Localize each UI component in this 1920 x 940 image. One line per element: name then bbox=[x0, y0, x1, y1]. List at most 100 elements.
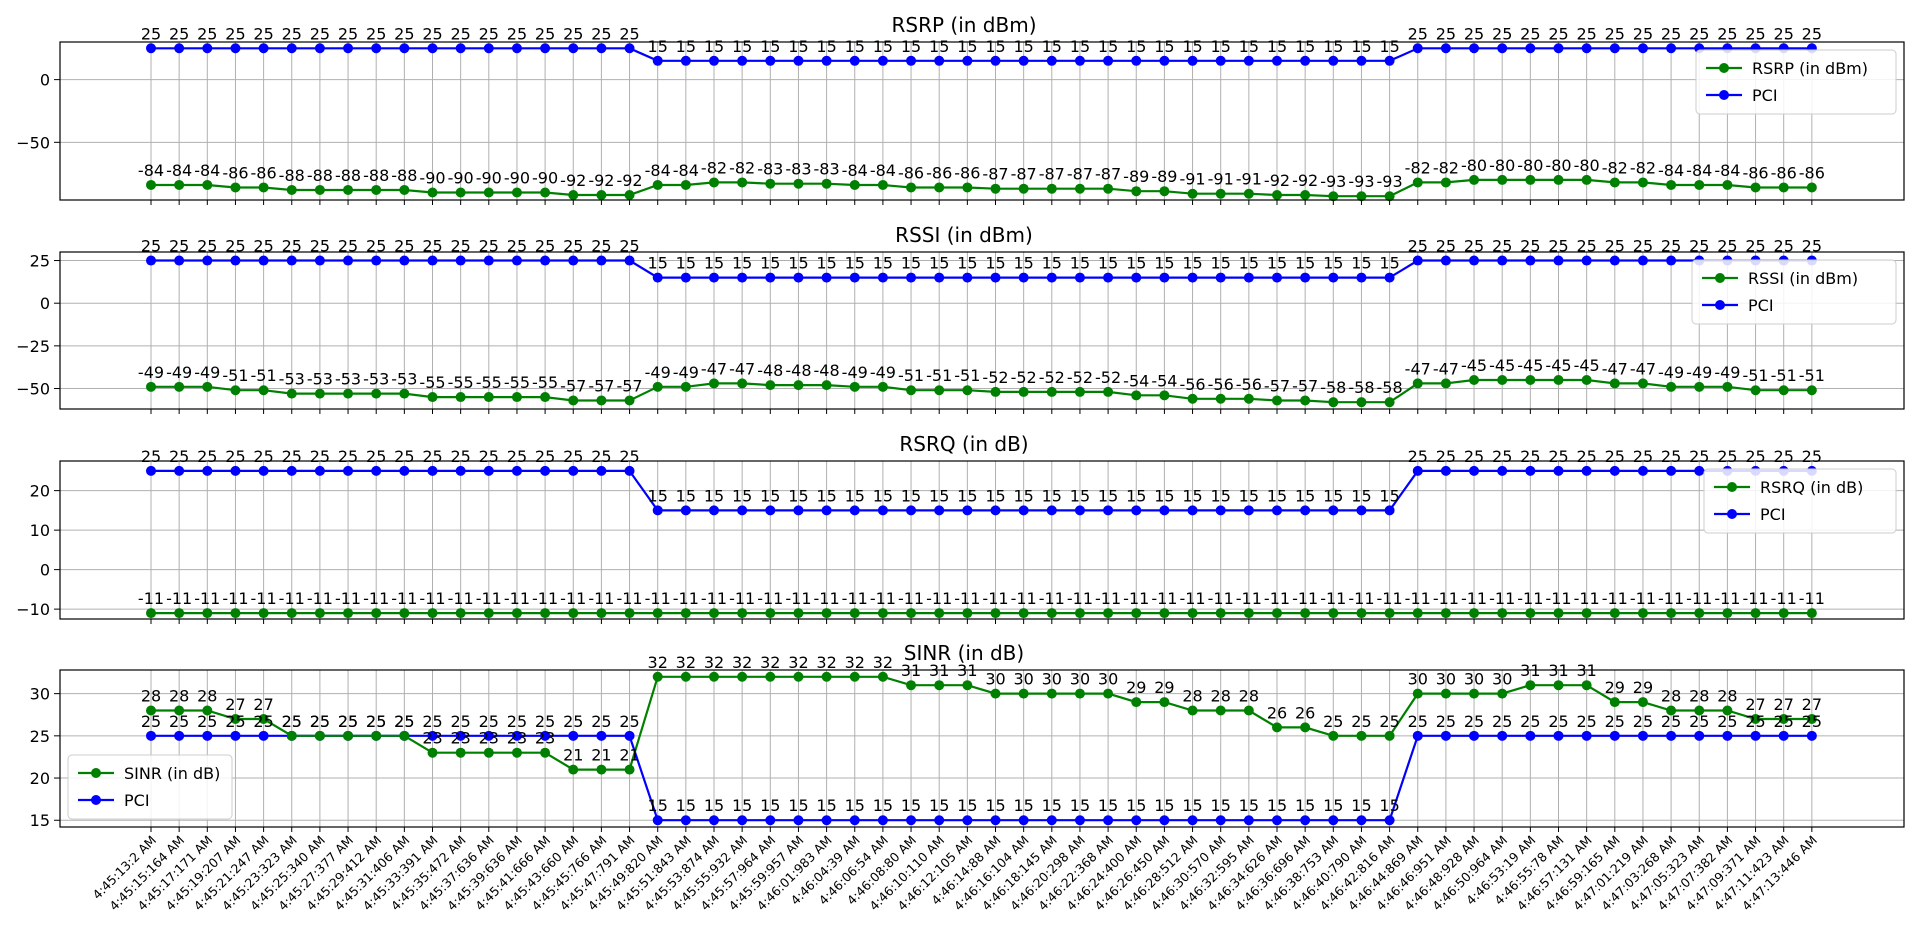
data-point bbox=[821, 608, 832, 619]
data-label: -90 bbox=[476, 168, 502, 187]
data-point bbox=[1440, 255, 1451, 266]
data-point bbox=[1581, 374, 1592, 385]
data-label: 15 bbox=[1295, 254, 1315, 273]
data-point bbox=[1694, 381, 1705, 392]
data-label: 25 bbox=[1774, 237, 1794, 256]
data-point bbox=[1018, 183, 1029, 194]
data-point bbox=[230, 713, 241, 724]
data-point bbox=[821, 505, 832, 516]
data-point bbox=[1187, 815, 1198, 826]
data-label: 25 bbox=[1745, 237, 1765, 256]
data-label: -11 bbox=[757, 589, 783, 608]
data-label: 25 bbox=[450, 447, 470, 466]
data-label: -58 bbox=[1348, 378, 1374, 397]
data-label: 28 bbox=[1211, 687, 1231, 706]
data-label: -88 bbox=[335, 166, 361, 185]
data-point bbox=[1637, 730, 1648, 741]
data-label: 15 bbox=[845, 796, 865, 815]
data-point bbox=[849, 505, 860, 516]
data-point bbox=[652, 815, 663, 826]
data-point bbox=[399, 465, 410, 476]
data-point bbox=[1609, 177, 1620, 188]
data-label: -87 bbox=[1039, 165, 1065, 184]
data-point bbox=[821, 671, 832, 682]
data-label: -49 bbox=[166, 363, 192, 382]
data-point bbox=[765, 272, 776, 283]
data-label: 31 bbox=[929, 661, 949, 680]
data-label: 25 bbox=[1548, 24, 1568, 43]
data-point bbox=[1074, 688, 1085, 699]
data-point bbox=[146, 705, 156, 716]
data-point bbox=[540, 747, 551, 758]
data-label: 25 bbox=[282, 237, 302, 256]
data-label: -55 bbox=[419, 373, 445, 392]
data-label: -45 bbox=[1545, 356, 1571, 375]
data-label: 15 bbox=[1126, 37, 1146, 56]
data-point bbox=[1609, 697, 1620, 708]
data-point bbox=[1046, 386, 1057, 397]
data-point bbox=[990, 608, 1001, 619]
data-point bbox=[343, 43, 354, 54]
data-point bbox=[399, 43, 410, 54]
data-point bbox=[849, 815, 860, 826]
data-label: 15 bbox=[1154, 796, 1174, 815]
data-label: 25 bbox=[1802, 447, 1822, 466]
data-label: -58 bbox=[1377, 378, 1403, 397]
data-label: 29 bbox=[1605, 678, 1625, 697]
data-label: -90 bbox=[448, 168, 474, 187]
data-point bbox=[737, 815, 748, 826]
data-point bbox=[1750, 730, 1761, 741]
data-point bbox=[906, 272, 917, 283]
data-label: 15 bbox=[1211, 37, 1231, 56]
data-label: 32 bbox=[704, 653, 724, 672]
data-label: 15 bbox=[1098, 486, 1118, 505]
data-point bbox=[624, 465, 635, 476]
data-point bbox=[906, 385, 917, 396]
data-point bbox=[1609, 608, 1620, 619]
data-point bbox=[174, 730, 185, 741]
data-point bbox=[765, 608, 776, 619]
data-point bbox=[934, 182, 945, 193]
data-label: 15 bbox=[873, 486, 893, 505]
data-point bbox=[1469, 174, 1480, 185]
data-point bbox=[146, 255, 156, 266]
data-point bbox=[1159, 272, 1170, 283]
data-point bbox=[399, 608, 410, 619]
data-label: 28 bbox=[169, 687, 189, 706]
data-point bbox=[258, 182, 269, 193]
data-label: -11 bbox=[673, 589, 699, 608]
data-label: -11 bbox=[588, 589, 614, 608]
data-point bbox=[455, 465, 466, 476]
data-point bbox=[314, 43, 325, 54]
data-label: 25 bbox=[225, 447, 245, 466]
data-point bbox=[371, 184, 382, 195]
data-label: -57 bbox=[1264, 376, 1290, 395]
data-label: 15 bbox=[1182, 796, 1202, 815]
data-point bbox=[1469, 374, 1480, 385]
data-label: 25 bbox=[1774, 24, 1794, 43]
data-point bbox=[1440, 465, 1451, 476]
data-label: 25 bbox=[253, 712, 273, 731]
data-label: 15 bbox=[1239, 37, 1259, 56]
data-label: 25 bbox=[1717, 237, 1737, 256]
data-point bbox=[371, 608, 382, 619]
data-point bbox=[1609, 43, 1620, 54]
data-point bbox=[1384, 397, 1395, 408]
data-point bbox=[709, 608, 719, 619]
data-label: 25 bbox=[338, 24, 358, 43]
data-point bbox=[258, 730, 269, 741]
subplot-1: 0−50-84 -84 -84 -86 -86 -88 -88 -88 -88 -88 -90 -90… bbox=[16, 13, 1905, 205]
data-point bbox=[1666, 381, 1677, 392]
data-point bbox=[1750, 608, 1761, 619]
data-label: 15 bbox=[1239, 254, 1259, 273]
data-point bbox=[596, 730, 607, 741]
data-label: 25 bbox=[1745, 447, 1765, 466]
data-point bbox=[202, 608, 213, 619]
data-label: 21 bbox=[591, 746, 611, 765]
data-label: -11 bbox=[307, 589, 333, 608]
data-point bbox=[343, 388, 354, 399]
legend-box bbox=[1703, 468, 1897, 534]
data-label: 25 bbox=[394, 447, 414, 466]
data-point bbox=[174, 465, 185, 476]
data-point bbox=[1018, 688, 1029, 699]
